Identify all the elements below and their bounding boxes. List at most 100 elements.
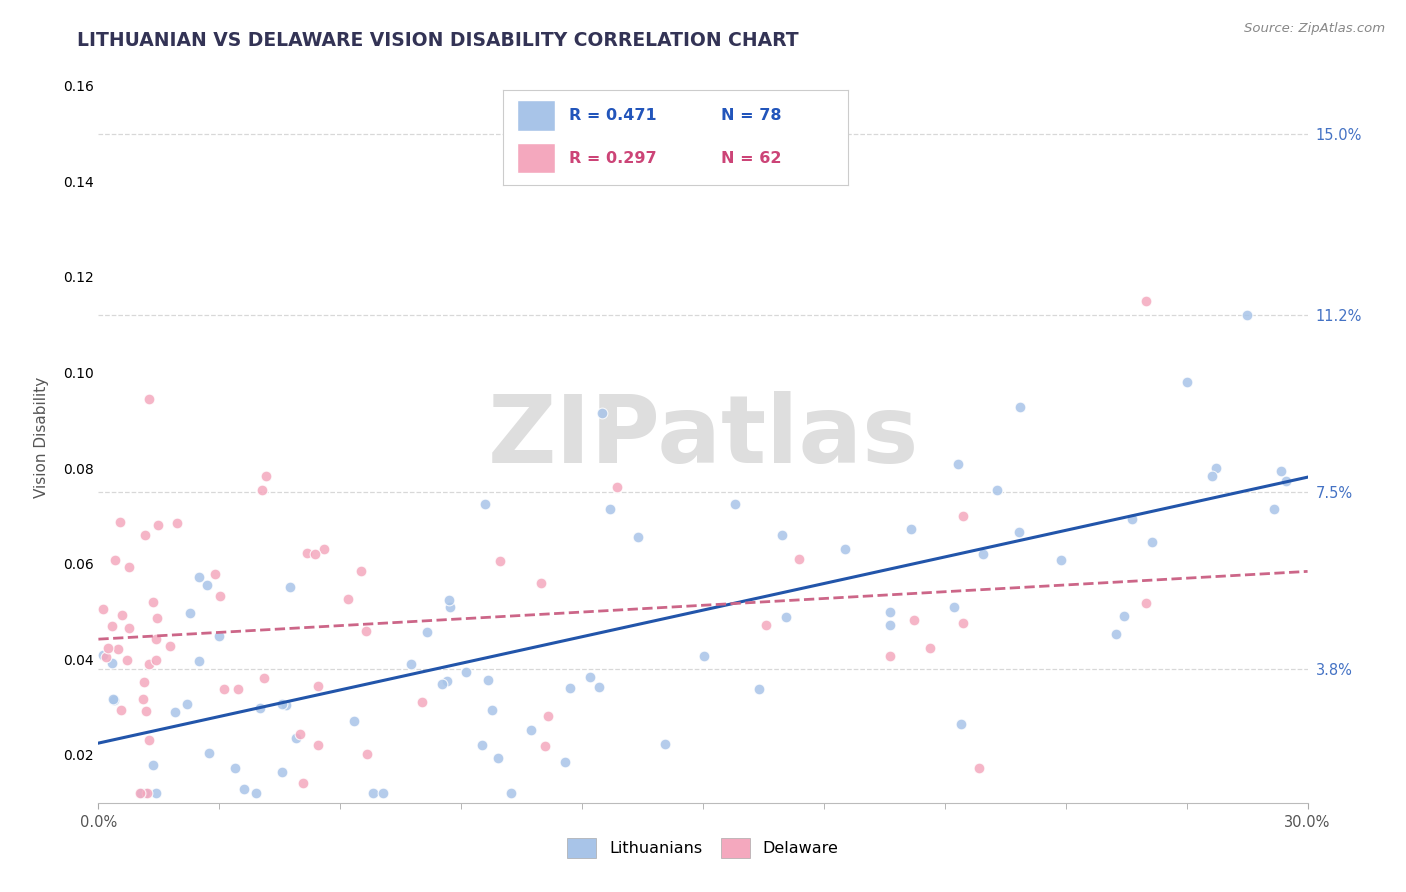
Point [146,517,169,532]
Point [129,786,152,800]
Point [107,642,129,657]
Point [948,457,970,471]
Point [748,681,770,696]
Point [117,621,139,635]
Point [554,755,576,769]
Point [834,542,856,557]
Point [411,695,433,709]
Point [142,595,165,609]
Point [208,590,231,604]
Point [233,781,256,796]
Text: ZIPatlas: ZIPatlas [488,391,918,483]
Point [284,731,307,746]
Point [343,714,366,728]
Point [94,649,117,664]
Point [519,723,541,737]
Point [307,679,329,693]
Point [474,497,496,511]
Point [138,657,160,672]
Point [179,606,201,620]
Point [627,530,650,544]
Point [879,606,901,620]
Point [224,761,246,775]
Point [91,601,114,615]
Point [110,515,132,529]
Point [432,677,454,691]
Point [101,692,124,706]
Text: Source: ZipAtlas.com: Source: ZipAtlas.com [1244,22,1385,36]
Point [138,392,160,406]
Point [304,547,326,561]
Point [488,554,510,568]
Point [270,698,292,712]
Point [354,624,377,639]
Point [270,765,292,780]
Point [969,761,991,775]
Point [228,681,250,696]
Point [245,786,267,800]
Point [131,786,153,800]
Point [159,639,181,653]
Point [134,786,156,800]
Point [693,648,716,663]
Point [278,581,301,595]
Point [295,546,318,560]
Point [775,609,797,624]
Point [188,654,211,668]
Point [536,709,558,723]
Point [103,692,125,706]
Point [97,641,120,656]
Point [188,569,211,583]
Point [104,553,127,567]
Point [1205,461,1227,475]
Point [1008,401,1031,415]
Point [145,632,167,647]
Point [879,648,901,663]
Point [724,498,747,512]
Point [292,776,315,790]
Point [530,575,553,590]
Point [115,653,138,667]
Point [972,547,994,561]
Point [361,786,384,800]
Point [1050,553,1073,567]
Point [456,665,478,679]
Point [1270,464,1292,478]
Point [1112,608,1135,623]
Point [920,641,942,656]
Point [534,739,557,753]
Point [1175,375,1198,389]
Point [942,600,965,615]
Point [1135,596,1157,610]
Point [138,733,160,747]
Point [1105,626,1128,640]
Point [145,652,167,666]
Point [136,786,159,800]
Point [755,618,778,632]
Point [371,786,394,800]
Point [101,619,124,633]
Point [986,483,1008,497]
Point [249,701,271,715]
Point [787,552,810,566]
Point [288,727,311,741]
Point [307,738,329,752]
Point [208,629,231,643]
Point [558,681,581,695]
Point [110,703,132,717]
Point [1263,501,1285,516]
Point [415,625,437,640]
Point [166,516,188,530]
Point [1140,535,1163,549]
Point [579,670,602,684]
Point [399,657,422,672]
Point [477,673,499,687]
Point [436,673,458,688]
Point [1121,512,1143,526]
Point [471,739,494,753]
Point [195,578,218,592]
Point [132,674,155,689]
Point [135,704,157,718]
Point [198,746,221,760]
Point [350,564,373,578]
